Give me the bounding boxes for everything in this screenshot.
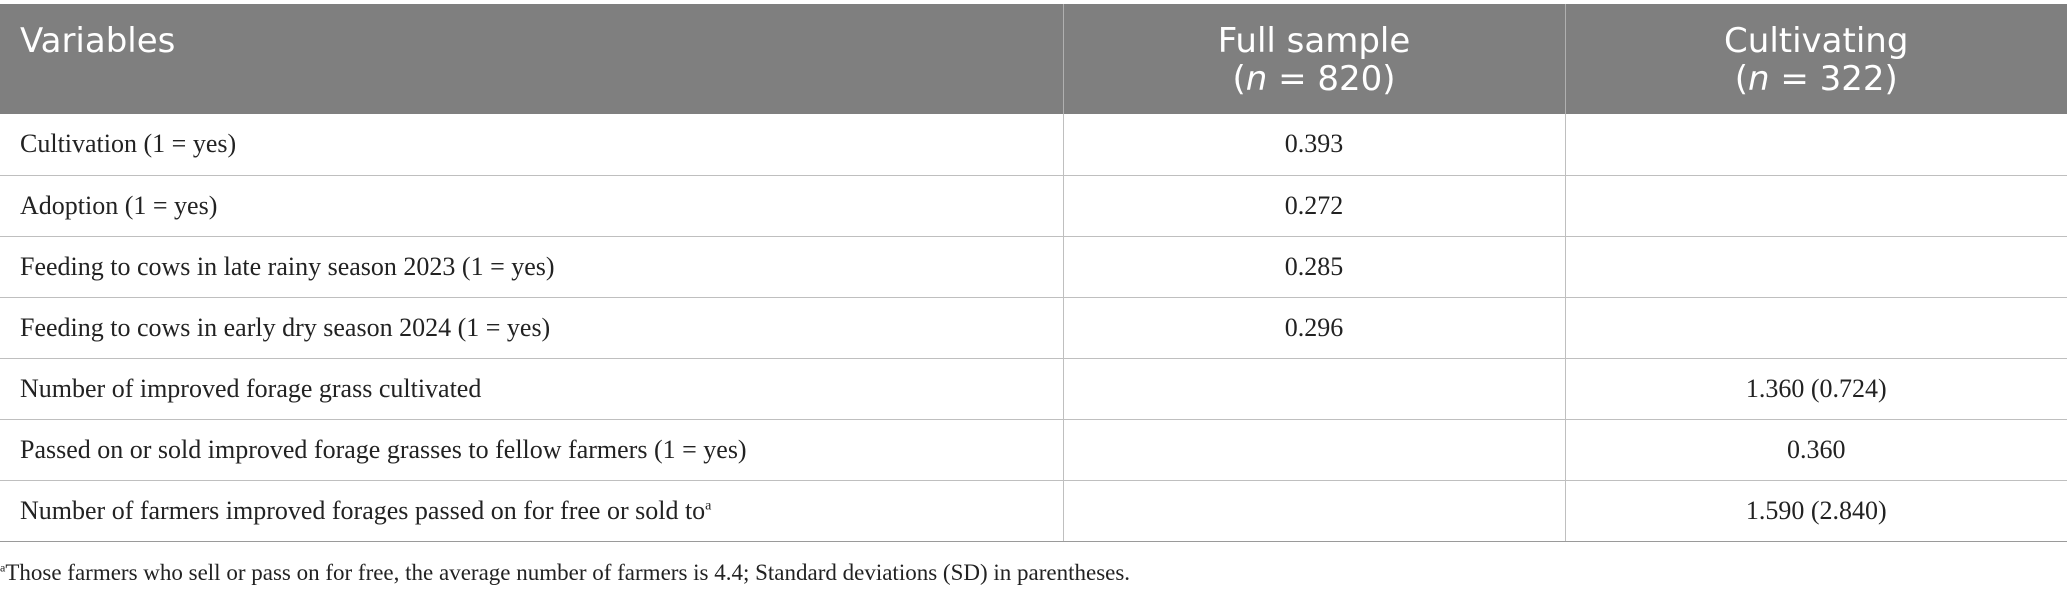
table-header: Variables Full sample (n = 820) Cultivat…: [0, 4, 2067, 114]
table-body: Cultivation (1 = yes) 0.393 Adoption (1 …: [0, 114, 2067, 542]
table-footnote: aThose farmers who sell or pass on for f…: [0, 560, 1130, 586]
header-full-sample: Full sample (n = 820): [1063, 4, 1566, 114]
cell-cultivating: 1.590 (2.840): [1565, 480, 2067, 542]
header-cultivating: Cultivating (n = 322): [1565, 4, 2067, 114]
table-row: Passed on or sold improved forage grasse…: [0, 419, 2067, 481]
header-cultivating-label: Cultivating: [1724, 21, 1909, 61]
cell-cultivating: [1565, 114, 2067, 176]
footnote-marker: a: [0, 560, 6, 575]
cell-variable: Number of improved forage grass cultivat…: [0, 358, 1064, 420]
cell-full-sample: 0.272: [1063, 175, 1566, 237]
footnote-text: Those farmers who sell or pass on for fr…: [5, 560, 1131, 585]
footnote-marker: a: [705, 497, 712, 513]
summary-statistics-table: Variables Full sample (n = 820) Cultivat…: [0, 4, 2067, 542]
header-full-sample-n: (n = 820): [1232, 59, 1396, 99]
cell-cultivating: [1565, 297, 2067, 359]
cell-variable: Cultivation (1 = yes): [0, 114, 1064, 176]
cell-cultivating: 0.360: [1565, 419, 2067, 481]
header-cultivating-n: (n = 322): [1734, 59, 1898, 99]
cell-cultivating: [1565, 236, 2067, 298]
header-variables: Variables: [0, 4, 1064, 114]
cell-variable: Feeding to cows in early dry season 2024…: [0, 297, 1064, 359]
cell-variable: Passed on or sold improved forage grasse…: [0, 419, 1064, 481]
table-row: Cultivation (1 = yes) 0.393: [0, 114, 2067, 176]
cell-full-sample: 0.285: [1063, 236, 1566, 298]
table-row: Number of improved forage grass cultivat…: [0, 358, 2067, 420]
cell-variable: Feeding to cows in late rainy season 202…: [0, 236, 1064, 298]
cell-variable: Adoption (1 = yes): [0, 175, 1064, 237]
summary-table-container: Variables Full sample (n = 820) Cultivat…: [0, 4, 2067, 542]
cell-cultivating: [1565, 175, 2067, 237]
header-full-sample-label: Full sample: [1217, 21, 1411, 61]
cell-full-sample: [1063, 419, 1566, 481]
cell-full-sample: 0.296: [1063, 297, 1566, 359]
table-row: Feeding to cows in late rainy season 202…: [0, 236, 2067, 298]
cell-full-sample: [1063, 480, 1566, 542]
cell-full-sample: [1063, 358, 1566, 420]
cell-variable: Number of farmers improved forages passe…: [0, 480, 1064, 542]
cell-full-sample: 0.393: [1063, 114, 1566, 176]
table-row: Adoption (1 = yes) 0.272: [0, 175, 2067, 237]
table-row: Feeding to cows in early dry season 2024…: [0, 297, 2067, 359]
header-row: Variables Full sample (n = 820) Cultivat…: [0, 4, 2067, 114]
cell-cultivating: 1.360 (0.724): [1565, 358, 2067, 420]
table-row: Number of farmers improved forages passe…: [0, 480, 2067, 542]
